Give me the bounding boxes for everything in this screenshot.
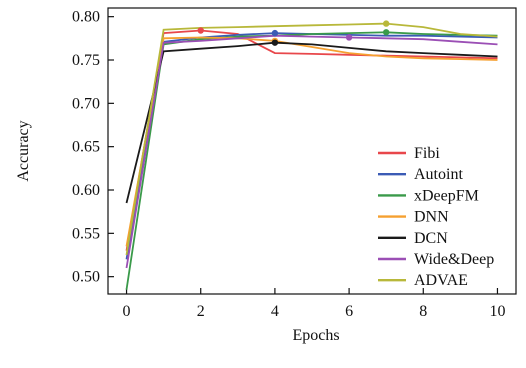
series-line-dnn — [125, 36, 498, 247]
x-tick-label: 6 — [345, 303, 353, 320]
series-line-fibi — [125, 29, 498, 251]
y-tick-label: 0.65 — [72, 139, 100, 156]
series-point-wide-deep — [345, 34, 353, 41]
legend-label-dnn: DNN — [414, 209, 449, 226]
x-axis-label: Epochs — [292, 327, 339, 344]
series-line-dcn — [125, 41, 498, 204]
series-point-dcn — [271, 39, 279, 46]
series-markers — [197, 20, 390, 46]
x-tick-label: 4 — [271, 303, 279, 320]
y-tick-label: 0.55 — [72, 225, 100, 242]
legend: Fibi Autoint xDeepFM DNN DCN Wide&Deep ADVAE — [378, 145, 494, 289]
series-line-wide-deep — [125, 34, 498, 269]
y-tick-label: 0.70 — [72, 95, 100, 112]
legend-label-advae: ADVAE — [414, 272, 468, 289]
legend-label-wide-deep: Wide&Deep — [414, 251, 494, 268]
legend-label-dcn: DCN — [414, 230, 448, 247]
legend-label-fibi: Fibi — [414, 145, 440, 162]
y-tick-label: 0.80 — [72, 9, 100, 26]
x-tick-label: 2 — [197, 303, 205, 320]
series-line-advae — [125, 22, 498, 256]
series-point-fibi — [197, 27, 204, 34]
y-tick-label: 0.60 — [72, 182, 100, 199]
plot-frame — [107, 7, 517, 295]
y-tick-label: 0.75 — [72, 52, 100, 69]
series-point-xdeepfm — [382, 29, 390, 36]
x-tick-label: 8 — [419, 303, 427, 320]
y-axis-label: Accuracy — [15, 120, 32, 181]
y-axis: 0.50 0.55 0.60 0.65 0.70 0.75 0.80 — [72, 9, 114, 286]
legend-label-xdeepfm: xDeepFM — [414, 187, 479, 204]
series-point-autoint — [271, 29, 279, 37]
series-point-advae — [382, 20, 390, 27]
x-tick-label: 0 — [123, 303, 131, 320]
y-tick-label: 0.50 — [72, 269, 100, 286]
x-tick-label: 10 — [489, 303, 505, 320]
series-lines — [125, 22, 498, 290]
legend-label-autoint: Autoint — [414, 166, 463, 183]
x-axis: 0 2 4 6 8 10 — [123, 288, 505, 320]
